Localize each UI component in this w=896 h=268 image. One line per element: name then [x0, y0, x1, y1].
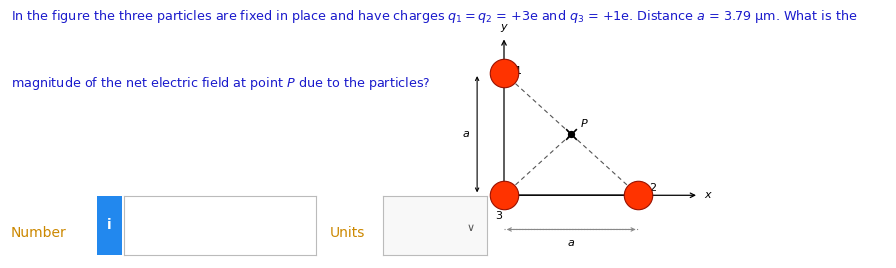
- Text: 2: 2: [649, 183, 656, 193]
- Text: y: y: [501, 22, 507, 32]
- Point: [631, 193, 645, 198]
- Point: [564, 132, 579, 136]
- Point: [496, 193, 511, 198]
- Text: a: a: [462, 129, 470, 139]
- Text: magnitude of the net electric field at point $P$ due to the particles?: magnitude of the net electric field at p…: [11, 75, 430, 92]
- Point: [496, 71, 511, 75]
- Text: ∨: ∨: [467, 223, 475, 233]
- Text: In the figure the three particles are fixed in place and have charges $q_1 = q_2: In the figure the three particles are fi…: [11, 8, 857, 25]
- Text: 1: 1: [514, 66, 521, 76]
- Text: Number: Number: [11, 226, 66, 240]
- Point: [564, 132, 579, 136]
- Text: x: x: [704, 190, 711, 200]
- Text: a: a: [568, 238, 574, 248]
- Text: Units: Units: [330, 226, 365, 240]
- Text: i: i: [107, 218, 112, 232]
- Text: P: P: [581, 119, 588, 129]
- Text: 3: 3: [495, 211, 502, 221]
